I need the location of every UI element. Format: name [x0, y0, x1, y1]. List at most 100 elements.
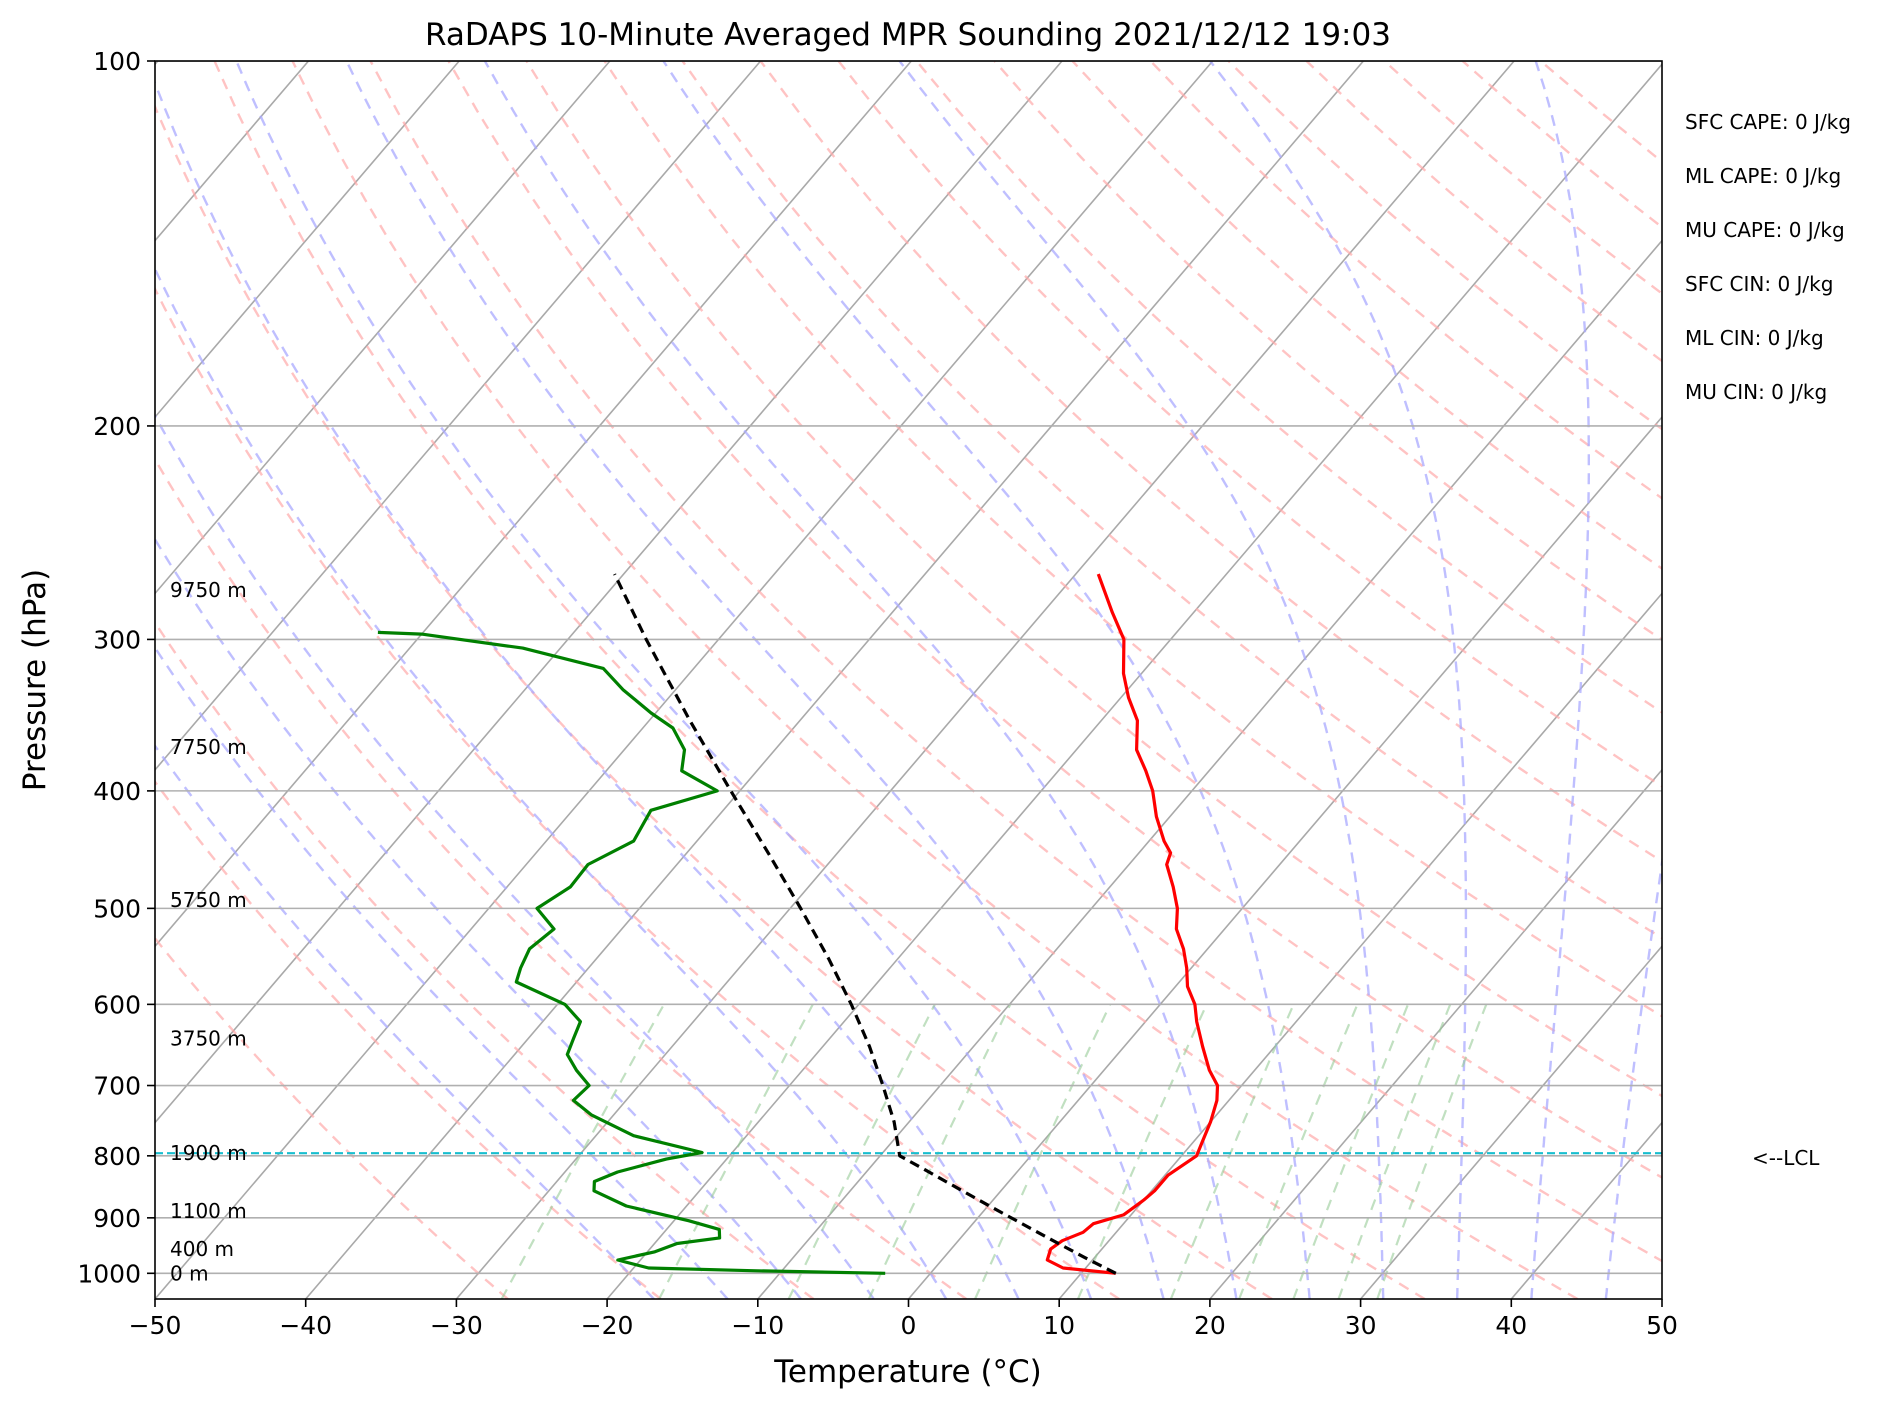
moist-adiabat-line — [345, 61, 1165, 1299]
y-tick-label: 700 — [93, 1072, 141, 1101]
dry-adiabat-line — [155, 103, 1273, 1299]
moist-adiabat-line — [155, 645, 729, 1299]
x-tick-label: −10 — [731, 1311, 784, 1340]
mixing-ratio-line — [974, 1003, 1112, 1299]
parcel-path-line — [613, 573, 1117, 1275]
dry-adiabat-line — [1539, 61, 1662, 164]
dry-adiabat-line — [759, 61, 1662, 863]
dry-adiabat-line — [155, 457, 967, 1299]
dewpoint-line — [377, 630, 886, 1275]
isotherm-line — [1359, 944, 1662, 1299]
sounding-series — [155, 573, 1662, 1275]
dry-adiabat-line — [155, 286, 1120, 1299]
stability-index: ML CIN: 0 J/kg — [1685, 326, 1824, 350]
moist-adiabat-line — [155, 266, 948, 1299]
x-tick-label: 20 — [1194, 1311, 1226, 1340]
dry-adiabat-line — [1461, 61, 1662, 229]
isotherm-line — [1661, 1297, 1662, 1299]
y-tick-label: 100 — [93, 47, 141, 76]
y-tick-label: 300 — [93, 625, 141, 654]
dry-adiabat-line — [1383, 61, 1662, 296]
moist-adiabat-line — [1604, 854, 1662, 1299]
stability-indices: SFC CAPE: 0 J/kg ML CAPE: 0 J/kg MU CAPE: … — [1685, 110, 1851, 404]
isotherm-line — [1058, 592, 1662, 1299]
isotherm-line — [1813, 61, 1882, 1299]
mixing-ratio-line — [658, 1003, 814, 1299]
dry-adiabat-line — [291, 61, 1579, 1299]
isotherm-line — [455, 61, 1515, 1299]
dry-adiabat-line — [155, 779, 662, 1299]
y-tick-label: 800 — [93, 1142, 141, 1171]
mixing-ratio-line — [1292, 1003, 1410, 1299]
mixing-ratio-line — [1337, 1003, 1452, 1299]
background-lines — [0, 61, 1882, 1299]
y-tick-label: 600 — [93, 990, 141, 1019]
moist-adiabat-line — [155, 79, 1020, 1299]
mixing-ratio-line — [1376, 1003, 1488, 1299]
moist-adiabat-line — [1530, 61, 1590, 1299]
dry-adiabat-line — [213, 61, 1426, 1299]
dry-adiabat-line — [1071, 61, 1662, 570]
mixing-ratio-line — [1076, 1003, 1208, 1299]
isotherm-line — [155, 61, 912, 948]
dry-adiabat-line — [1227, 61, 1662, 431]
dry-adiabat-line — [155, 620, 815, 1299]
moist-adiabat-line — [155, 537, 802, 1299]
stability-index: SFC CIN: 0 J/kg — [1685, 272, 1833, 296]
dry-adiabat-line — [1305, 61, 1662, 363]
isotherm-line — [155, 61, 611, 595]
stability-index: ML CAPE: 0 J/kg — [1685, 164, 1841, 188]
x-tick-label: 40 — [1495, 1311, 1527, 1340]
height-label: 3750 m — [170, 1026, 247, 1050]
pressure-grid — [155, 61, 1662, 1275]
moist-adiabat-line — [155, 743, 655, 1299]
isotherm-line — [155, 61, 1214, 1299]
moist-adiabat-line — [1209, 61, 1468, 1299]
y-tick-label: 900 — [93, 1204, 141, 1233]
isotherm-line — [305, 61, 1365, 1299]
y-axis-label: Pressure (hPa) — [17, 569, 53, 791]
x-tick-label: 30 — [1345, 1311, 1377, 1340]
height-label: 1100 m — [170, 1199, 247, 1223]
height-label: 9750 m — [170, 578, 247, 602]
x-tick-label: −50 — [129, 1311, 182, 1340]
dry-adiabat-line — [369, 61, 1662, 1263]
moist-adiabat-line — [662, 61, 1311, 1299]
chart-title: RaDAPS 10-Minute Averaged MPR Sounding 2… — [425, 17, 1391, 53]
dry-adiabat-line — [1149, 61, 1662, 500]
isotherm-line — [907, 415, 1662, 1299]
x-tick-label: −20 — [581, 1311, 634, 1340]
x-axis: −50 −40 −30 −20 −10 0 10 20 30 40 50 — [129, 1299, 1678, 1340]
stability-index: SFC CAPE: 0 J/kg — [1685, 110, 1851, 134]
isotherm-line — [1209, 768, 1662, 1299]
height-label: 7750 m — [170, 735, 247, 759]
stability-index: MU CAPE: 0 J/kg — [1685, 218, 1845, 242]
height-label: 1900 m — [170, 1141, 247, 1165]
isotherm-line — [155, 61, 1063, 1124]
height-label: 5750 m — [170, 888, 247, 912]
dry-adiabat-line — [155, 936, 509, 1299]
isotherm-line — [1510, 1121, 1662, 1299]
y-tick-label: 200 — [93, 412, 141, 441]
height-label: 0 m — [170, 1261, 209, 1285]
dry-adiabat-line — [525, 61, 1662, 1098]
moist-adiabat-line — [898, 61, 1385, 1299]
x-tick-label: 0 — [901, 1311, 917, 1340]
y-tick-label: 400 — [93, 777, 141, 806]
y-tick-label: 1000 — [77, 1259, 141, 1288]
x-axis-label: Temperature (°C) — [773, 1354, 1042, 1390]
moist-adiabat-line — [483, 61, 1238, 1299]
isotherm-line — [155, 61, 762, 772]
isotherm-line — [0, 61, 7, 1299]
dry-adiabat-line — [447, 61, 1662, 1179]
isotherm-line — [606, 63, 1662, 1299]
dry-adiabat-line — [837, 61, 1662, 788]
stability-index: MU CIN: 0 J/kg — [1685, 380, 1827, 404]
mixing-ratio-line — [867, 1003, 1012, 1299]
x-tick-label: 50 — [1646, 1311, 1678, 1340]
isotherm-line — [155, 61, 460, 419]
moist-adiabat-line — [155, 413, 875, 1299]
x-tick-label: −30 — [430, 1311, 483, 1340]
